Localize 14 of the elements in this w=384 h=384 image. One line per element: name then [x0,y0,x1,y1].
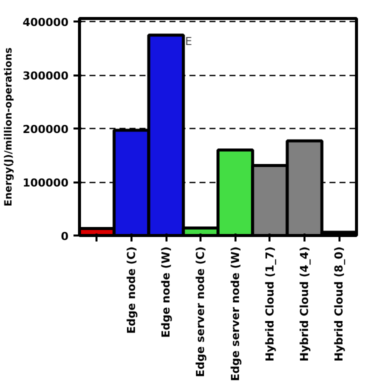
y-tick-label: 300000 [22,70,69,83]
x-tick-label: Edge server node (C) [194,246,208,378]
x-tick-label: Edge node (C) [124,246,138,334]
y-tick-label: 100000 [22,176,69,190]
x-tick-label: Hybrid Cloud (4_4) [298,246,312,362]
x-tick-label: Hybrid Cloud (1_7) [263,246,276,362]
x-tick-label: Edge server node (W) [228,246,242,382]
y-axis-title: Energy(J)/million-operations [4,48,15,206]
y-tick-label: 0 [60,230,69,243]
y-tick-label: 400000 [22,16,69,30]
x-tick-label: Edge node (W) [160,246,173,338]
x-tick-label: Hybrid Cloud (8_0) [332,246,346,362]
y-tick-label: 200000 [22,123,69,136]
annotation: E [185,35,192,48]
